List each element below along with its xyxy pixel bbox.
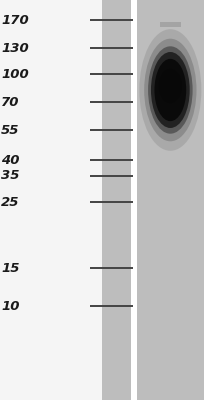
Ellipse shape: [151, 52, 190, 128]
Text: 130: 130: [1, 42, 29, 54]
Text: 55: 55: [1, 124, 20, 136]
Text: 70: 70: [1, 96, 20, 108]
FancyBboxPatch shape: [0, 0, 102, 400]
Text: 25: 25: [1, 196, 20, 208]
Text: 100: 100: [1, 68, 29, 80]
Text: 15: 15: [1, 262, 20, 274]
Text: 10: 10: [1, 300, 20, 312]
Text: 35: 35: [1, 170, 20, 182]
Ellipse shape: [139, 29, 201, 151]
FancyBboxPatch shape: [160, 22, 181, 27]
FancyBboxPatch shape: [131, 0, 137, 400]
FancyBboxPatch shape: [102, 0, 131, 400]
Text: 40: 40: [1, 154, 20, 166]
FancyBboxPatch shape: [137, 0, 204, 400]
Text: 170: 170: [1, 14, 29, 26]
Ellipse shape: [154, 59, 186, 121]
Ellipse shape: [148, 46, 193, 134]
Ellipse shape: [159, 69, 182, 103]
Ellipse shape: [144, 39, 196, 141]
